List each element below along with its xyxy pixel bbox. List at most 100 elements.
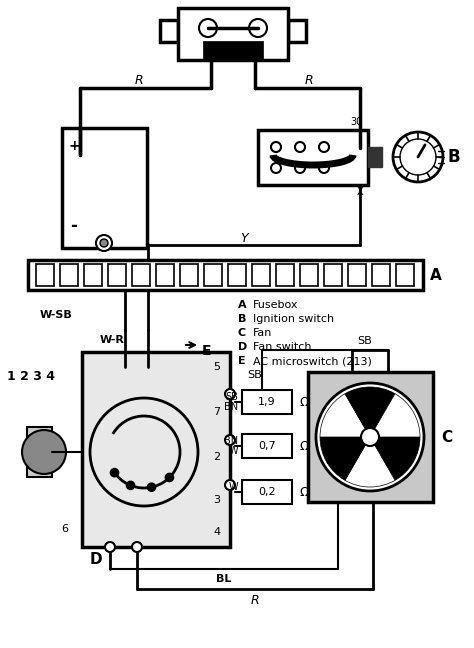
Bar xyxy=(108,264,126,286)
Text: D: D xyxy=(90,551,103,566)
Bar xyxy=(156,264,174,286)
Text: W-R: W-R xyxy=(100,335,125,345)
Bar xyxy=(396,264,414,286)
Bar xyxy=(204,264,222,286)
Text: 2: 2 xyxy=(213,452,220,462)
Bar xyxy=(252,264,270,286)
Text: W: W xyxy=(228,482,238,492)
Text: SB: SB xyxy=(247,370,262,380)
Bar xyxy=(84,264,102,286)
Circle shape xyxy=(225,389,235,399)
Text: 0,7: 0,7 xyxy=(258,441,276,451)
Wedge shape xyxy=(370,437,420,480)
Text: 1,9: 1,9 xyxy=(258,397,276,407)
Bar xyxy=(178,8,288,60)
Text: R: R xyxy=(305,73,314,86)
Circle shape xyxy=(393,132,443,182)
Circle shape xyxy=(199,19,217,37)
Circle shape xyxy=(225,435,235,445)
Text: R: R xyxy=(251,594,259,607)
Circle shape xyxy=(361,428,379,446)
Text: 5: 5 xyxy=(213,362,220,372)
Text: +: + xyxy=(68,139,80,153)
Wedge shape xyxy=(345,387,395,437)
Text: Ignition switch: Ignition switch xyxy=(253,314,334,324)
Bar xyxy=(258,130,368,185)
Text: 30: 30 xyxy=(350,117,362,127)
Text: 7: 7 xyxy=(213,407,220,417)
Bar xyxy=(288,20,306,42)
Bar xyxy=(180,264,198,286)
Text: 1 2 3 4: 1 2 3 4 xyxy=(7,371,55,384)
Bar xyxy=(132,264,150,286)
Text: BN: BN xyxy=(224,402,238,412)
Bar xyxy=(368,147,382,167)
Circle shape xyxy=(319,142,329,152)
Bar xyxy=(348,264,366,286)
Text: BL: BL xyxy=(216,574,232,584)
Circle shape xyxy=(127,481,135,489)
Bar xyxy=(82,352,230,547)
Text: E: E xyxy=(238,356,246,366)
Bar xyxy=(203,41,263,60)
Text: 4: 4 xyxy=(213,527,220,537)
Circle shape xyxy=(400,139,436,175)
Bar xyxy=(276,264,294,286)
Text: 0,2: 0,2 xyxy=(258,487,276,497)
Text: Ω: Ω xyxy=(300,485,310,498)
Circle shape xyxy=(295,142,305,152)
Circle shape xyxy=(105,542,115,552)
Circle shape xyxy=(147,483,155,491)
Bar xyxy=(62,128,147,248)
Text: A: A xyxy=(238,300,246,310)
Bar xyxy=(228,264,246,286)
Circle shape xyxy=(132,542,142,552)
Text: Fan: Fan xyxy=(253,328,273,338)
Text: C: C xyxy=(238,328,246,338)
Bar xyxy=(60,264,78,286)
Text: W-SB: W-SB xyxy=(40,310,73,320)
Text: D: D xyxy=(238,342,247,352)
Text: SB: SB xyxy=(357,336,373,346)
Circle shape xyxy=(249,19,267,37)
Circle shape xyxy=(96,235,112,251)
Circle shape xyxy=(316,383,424,491)
Text: C: C xyxy=(441,430,452,445)
Text: Fusebox: Fusebox xyxy=(253,300,299,310)
Text: W: W xyxy=(228,446,238,456)
Text: E: E xyxy=(202,344,211,358)
Wedge shape xyxy=(345,437,395,487)
Bar xyxy=(160,20,178,42)
Circle shape xyxy=(295,163,305,173)
Text: Ω: Ω xyxy=(300,439,310,452)
Text: B: B xyxy=(238,314,246,324)
Bar xyxy=(324,264,342,286)
Text: B: B xyxy=(448,148,461,166)
Bar xyxy=(300,264,318,286)
Text: -: - xyxy=(71,217,77,235)
Circle shape xyxy=(90,398,198,506)
Text: Ω: Ω xyxy=(300,395,310,408)
Bar xyxy=(242,434,292,458)
Circle shape xyxy=(225,480,235,490)
Text: SB: SB xyxy=(225,392,238,402)
Bar xyxy=(27,427,52,477)
Text: AC microswitch (213): AC microswitch (213) xyxy=(253,356,372,366)
Bar xyxy=(242,480,292,504)
Text: R: R xyxy=(135,73,144,86)
Wedge shape xyxy=(370,394,420,437)
Wedge shape xyxy=(320,437,370,480)
Text: X: X xyxy=(357,187,363,197)
Bar xyxy=(308,372,433,502)
Circle shape xyxy=(110,469,118,477)
Text: BN: BN xyxy=(224,436,238,446)
Circle shape xyxy=(22,430,66,474)
Bar xyxy=(36,264,54,286)
Bar xyxy=(242,390,292,414)
Circle shape xyxy=(271,142,281,152)
Text: Fan switch: Fan switch xyxy=(253,342,311,352)
Circle shape xyxy=(271,163,281,173)
Text: 3: 3 xyxy=(213,495,220,505)
Text: Y: Y xyxy=(240,231,247,244)
Circle shape xyxy=(100,239,108,247)
